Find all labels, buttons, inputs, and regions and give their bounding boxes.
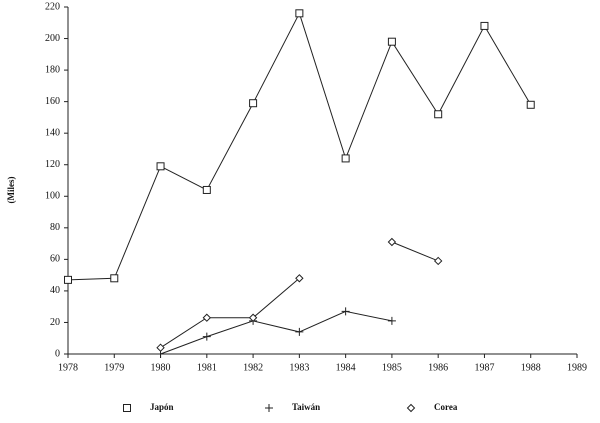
point <box>434 110 443 119</box>
legend-marker <box>123 404 131 412</box>
x-tick-label: 1988 <box>521 362 541 373</box>
point <box>202 313 212 322</box>
legend-label: Taiwán <box>292 402 320 412</box>
point <box>156 162 165 171</box>
y-tick-label: 220 <box>45 1 60 12</box>
y-tick-label: 40 <box>50 285 60 296</box>
x-tick-label: 1987 <box>474 362 494 373</box>
point <box>110 274 119 283</box>
point <box>341 154 350 163</box>
point <box>341 307 350 316</box>
x-tick-label: 1984 <box>336 362 356 373</box>
point <box>295 274 304 283</box>
x-tick-label: 1985 <box>382 362 402 373</box>
series-line <box>160 310 393 355</box>
y-tick-label: 100 <box>45 191 60 202</box>
point <box>156 343 165 352</box>
x-tick-label: 1986 <box>428 362 448 373</box>
y-tick-label: 140 <box>45 127 60 138</box>
point <box>64 275 72 284</box>
y-tick-label: 180 <box>45 64 60 75</box>
y-tick-label: 80 <box>50 222 60 233</box>
series-line <box>160 241 439 349</box>
point <box>202 185 211 194</box>
point <box>526 100 535 109</box>
point <box>295 9 304 18</box>
x-tick-label: 1980 <box>151 362 171 373</box>
y-tick-label: 200 <box>45 33 60 44</box>
x-tick-label: 1989 <box>567 362 587 373</box>
y-tick-label: 160 <box>45 96 60 107</box>
point <box>202 332 211 341</box>
point <box>295 327 304 336</box>
point <box>387 237 397 247</box>
legend-marker <box>406 403 416 413</box>
point <box>387 37 396 46</box>
y-tick-label: 0 <box>55 348 60 359</box>
x-tick-label: 1982 <box>243 362 263 373</box>
legend-label: Japón <box>150 402 174 412</box>
x-tick-label: 1978 <box>58 362 78 373</box>
x-tick-label: 1979 <box>104 362 124 373</box>
y-tick-label: 20 <box>50 317 60 328</box>
y-tick-label: 60 <box>50 254 60 265</box>
point <box>480 21 489 30</box>
point <box>249 99 258 108</box>
point <box>387 316 396 325</box>
series-line <box>67 12 532 281</box>
point <box>433 256 443 266</box>
x-tick-label: 1983 <box>289 362 309 373</box>
legend-label: Corea <box>434 402 458 412</box>
point <box>248 313 258 322</box>
legend-marker <box>265 404 273 412</box>
y-axis-label: (Miles) <box>6 177 16 204</box>
x-tick-label: 1981 <box>197 362 217 373</box>
y-tick-label: 120 <box>45 159 60 170</box>
